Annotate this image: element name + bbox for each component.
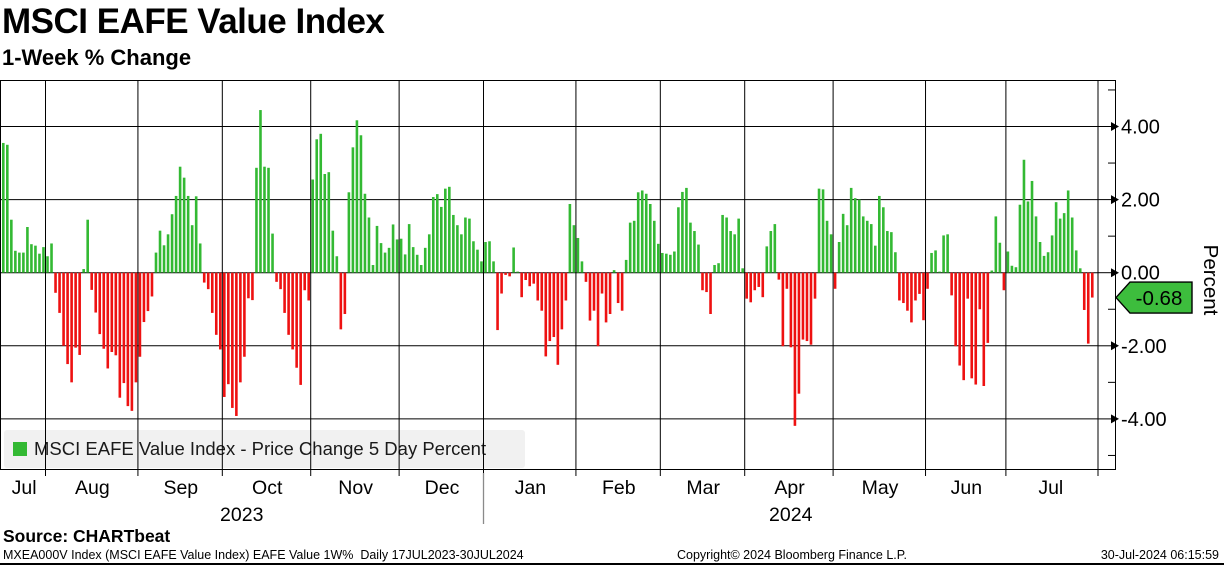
svg-text:Feb: Feb	[602, 477, 636, 499]
svg-text:Apr: Apr	[774, 477, 805, 499]
source-label: Source: CHARTbeat	[3, 526, 171, 546]
svg-text:-4.00: -4.00	[1121, 409, 1167, 431]
svg-text:Oct: Oct	[252, 477, 283, 499]
legend-label: MSCI EAFE Value Index - Price Change 5 D…	[34, 438, 487, 459]
bottom-divider	[0, 563, 1224, 565]
footer-ticker-info: MXEA000V Index (MSCI EAFE Value Index) E…	[3, 548, 524, 562]
y-axis-title: Percent	[1199, 245, 1222, 316]
svg-text:2.00: 2.00	[1121, 190, 1160, 212]
svg-text:Mar: Mar	[686, 477, 720, 499]
svg-text:Jul: Jul	[12, 477, 37, 499]
page-title: MSCI EAFE Value Index	[2, 2, 385, 41]
svg-text:2023: 2023	[220, 504, 263, 526]
svg-text:Jul: Jul	[1038, 477, 1063, 499]
svg-text:0.00: 0.00	[1121, 263, 1160, 285]
svg-text:-0.68: -0.68	[1136, 287, 1183, 310]
svg-text:Dec: Dec	[425, 477, 460, 499]
gridlines	[0, 80, 1116, 470]
svg-text:-2.00: -2.00	[1121, 336, 1167, 358]
svg-text:Jan: Jan	[515, 477, 546, 499]
svg-text:4.00: 4.00	[1121, 117, 1160, 139]
svg-text:Sep: Sep	[163, 477, 198, 499]
bars	[2, 110, 1094, 426]
x-axis: Jul Aug Sep Oct Nov Dec Jan Feb Mar Apr May Jun Jul 2…	[12, 470, 1099, 526]
last-value-badge: -0.68	[1115, 281, 1193, 314]
svg-text:2024: 2024	[769, 504, 813, 526]
legend: MSCI EAFE Value Index - Price Change 5 D…	[4, 430, 525, 468]
page-subtitle: 1-Week % Change	[2, 45, 192, 70]
legend-swatch-icon	[13, 442, 27, 456]
svg-text:Aug: Aug	[75, 477, 110, 499]
svg-text:Jun: Jun	[951, 477, 982, 499]
svg-text:May: May	[862, 477, 899, 499]
y-axis: 4.00 2.00 0.00 -2.00 -4.00 Percent	[1098, 89, 1222, 456]
svg-text:Nov: Nov	[338, 477, 373, 499]
footer-copyright: Copyright© 2024 Bloomberg Finance L.P.	[677, 548, 907, 562]
footer-timestamp: 30-Jul-2024 06:15:59	[1100, 548, 1219, 562]
bar-chart-plot: Jul Aug Sep Oct Nov Dec Jan Feb Mar Apr May Jun Jul 2…	[0, 80, 1222, 526]
